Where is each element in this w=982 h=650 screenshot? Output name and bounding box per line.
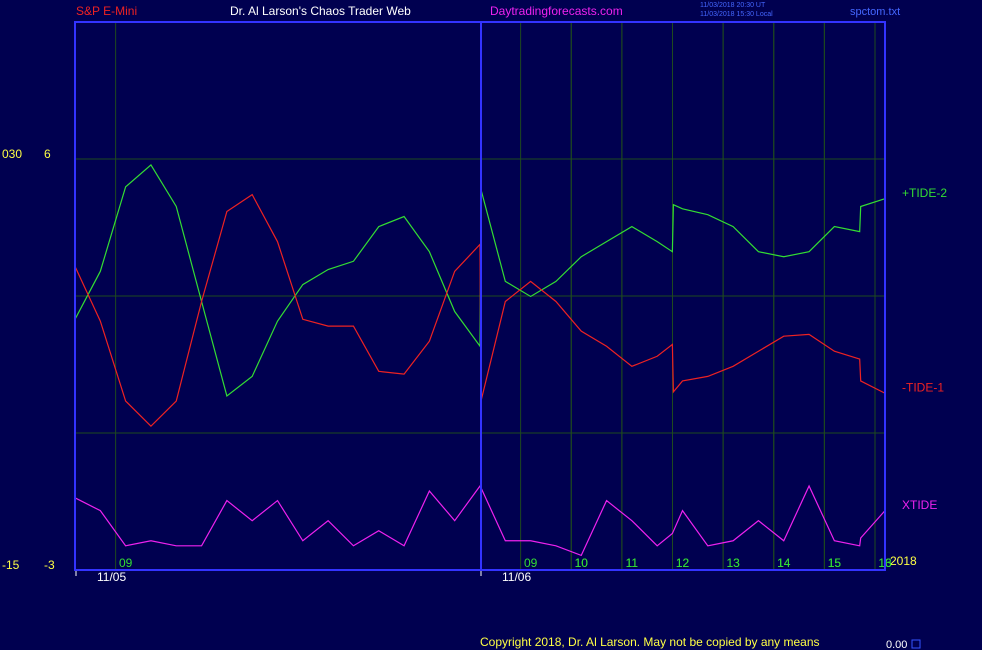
date-label: 11/05 <box>97 570 126 584</box>
x-tick-label: 11 <box>626 556 639 570</box>
year-label: 2018 <box>890 554 917 568</box>
series-line <box>74 484 886 557</box>
y-tick-label: -3 <box>44 558 55 572</box>
time-ut: 11/03/2018 20:30 UT <box>700 2 766 9</box>
y-tick-label: 6 <box>44 147 51 161</box>
x-tick-label: 13 <box>726 556 740 570</box>
y2-tick-label: 030 <box>2 147 22 161</box>
instrument: S&P E-Mini <box>76 4 137 18</box>
series-label: XTIDE <box>902 498 937 512</box>
site-url: Daytradingforecasts.com <box>490 4 623 18</box>
x-tick-label: 15 <box>828 556 842 570</box>
series-label: +TIDE-2 <box>902 186 947 200</box>
x-tick-label: 12 <box>676 556 690 570</box>
x-tick-label: 14 <box>777 556 791 570</box>
series-label: -TIDE-1 <box>902 380 944 394</box>
plot-frame <box>74 21 886 571</box>
x-tick-label: 15 <box>828 556 842 570</box>
x-tick-label: 13 <box>726 556 740 570</box>
x-tick-label: 09 <box>524 556 538 570</box>
y2-tick-label: -15 <box>2 558 20 572</box>
x-tick-label: 11 <box>626 556 639 570</box>
series-line <box>74 193 886 427</box>
x-tick-label: 10 <box>575 556 589 570</box>
footer-value: 0.00 <box>886 639 907 650</box>
site-title: Dr. Al Larson's Chaos Trader Web <box>230 4 411 18</box>
footer-box <box>911 639 921 649</box>
x-tick-label: 14 <box>777 556 791 570</box>
time-local: 11/03/2018 15:30 Local <box>700 11 773 18</box>
copyright: Copyright 2018, Dr. Al Larson. May not b… <box>480 635 820 649</box>
file-name: spctom.txt <box>850 6 900 18</box>
series-line <box>74 164 886 398</box>
date-label: 11/06 <box>502 570 531 584</box>
x-tick-label: 12 <box>676 556 690 570</box>
x-tick-label: 10 <box>575 556 589 570</box>
x-tick-label: 09 <box>119 556 133 570</box>
